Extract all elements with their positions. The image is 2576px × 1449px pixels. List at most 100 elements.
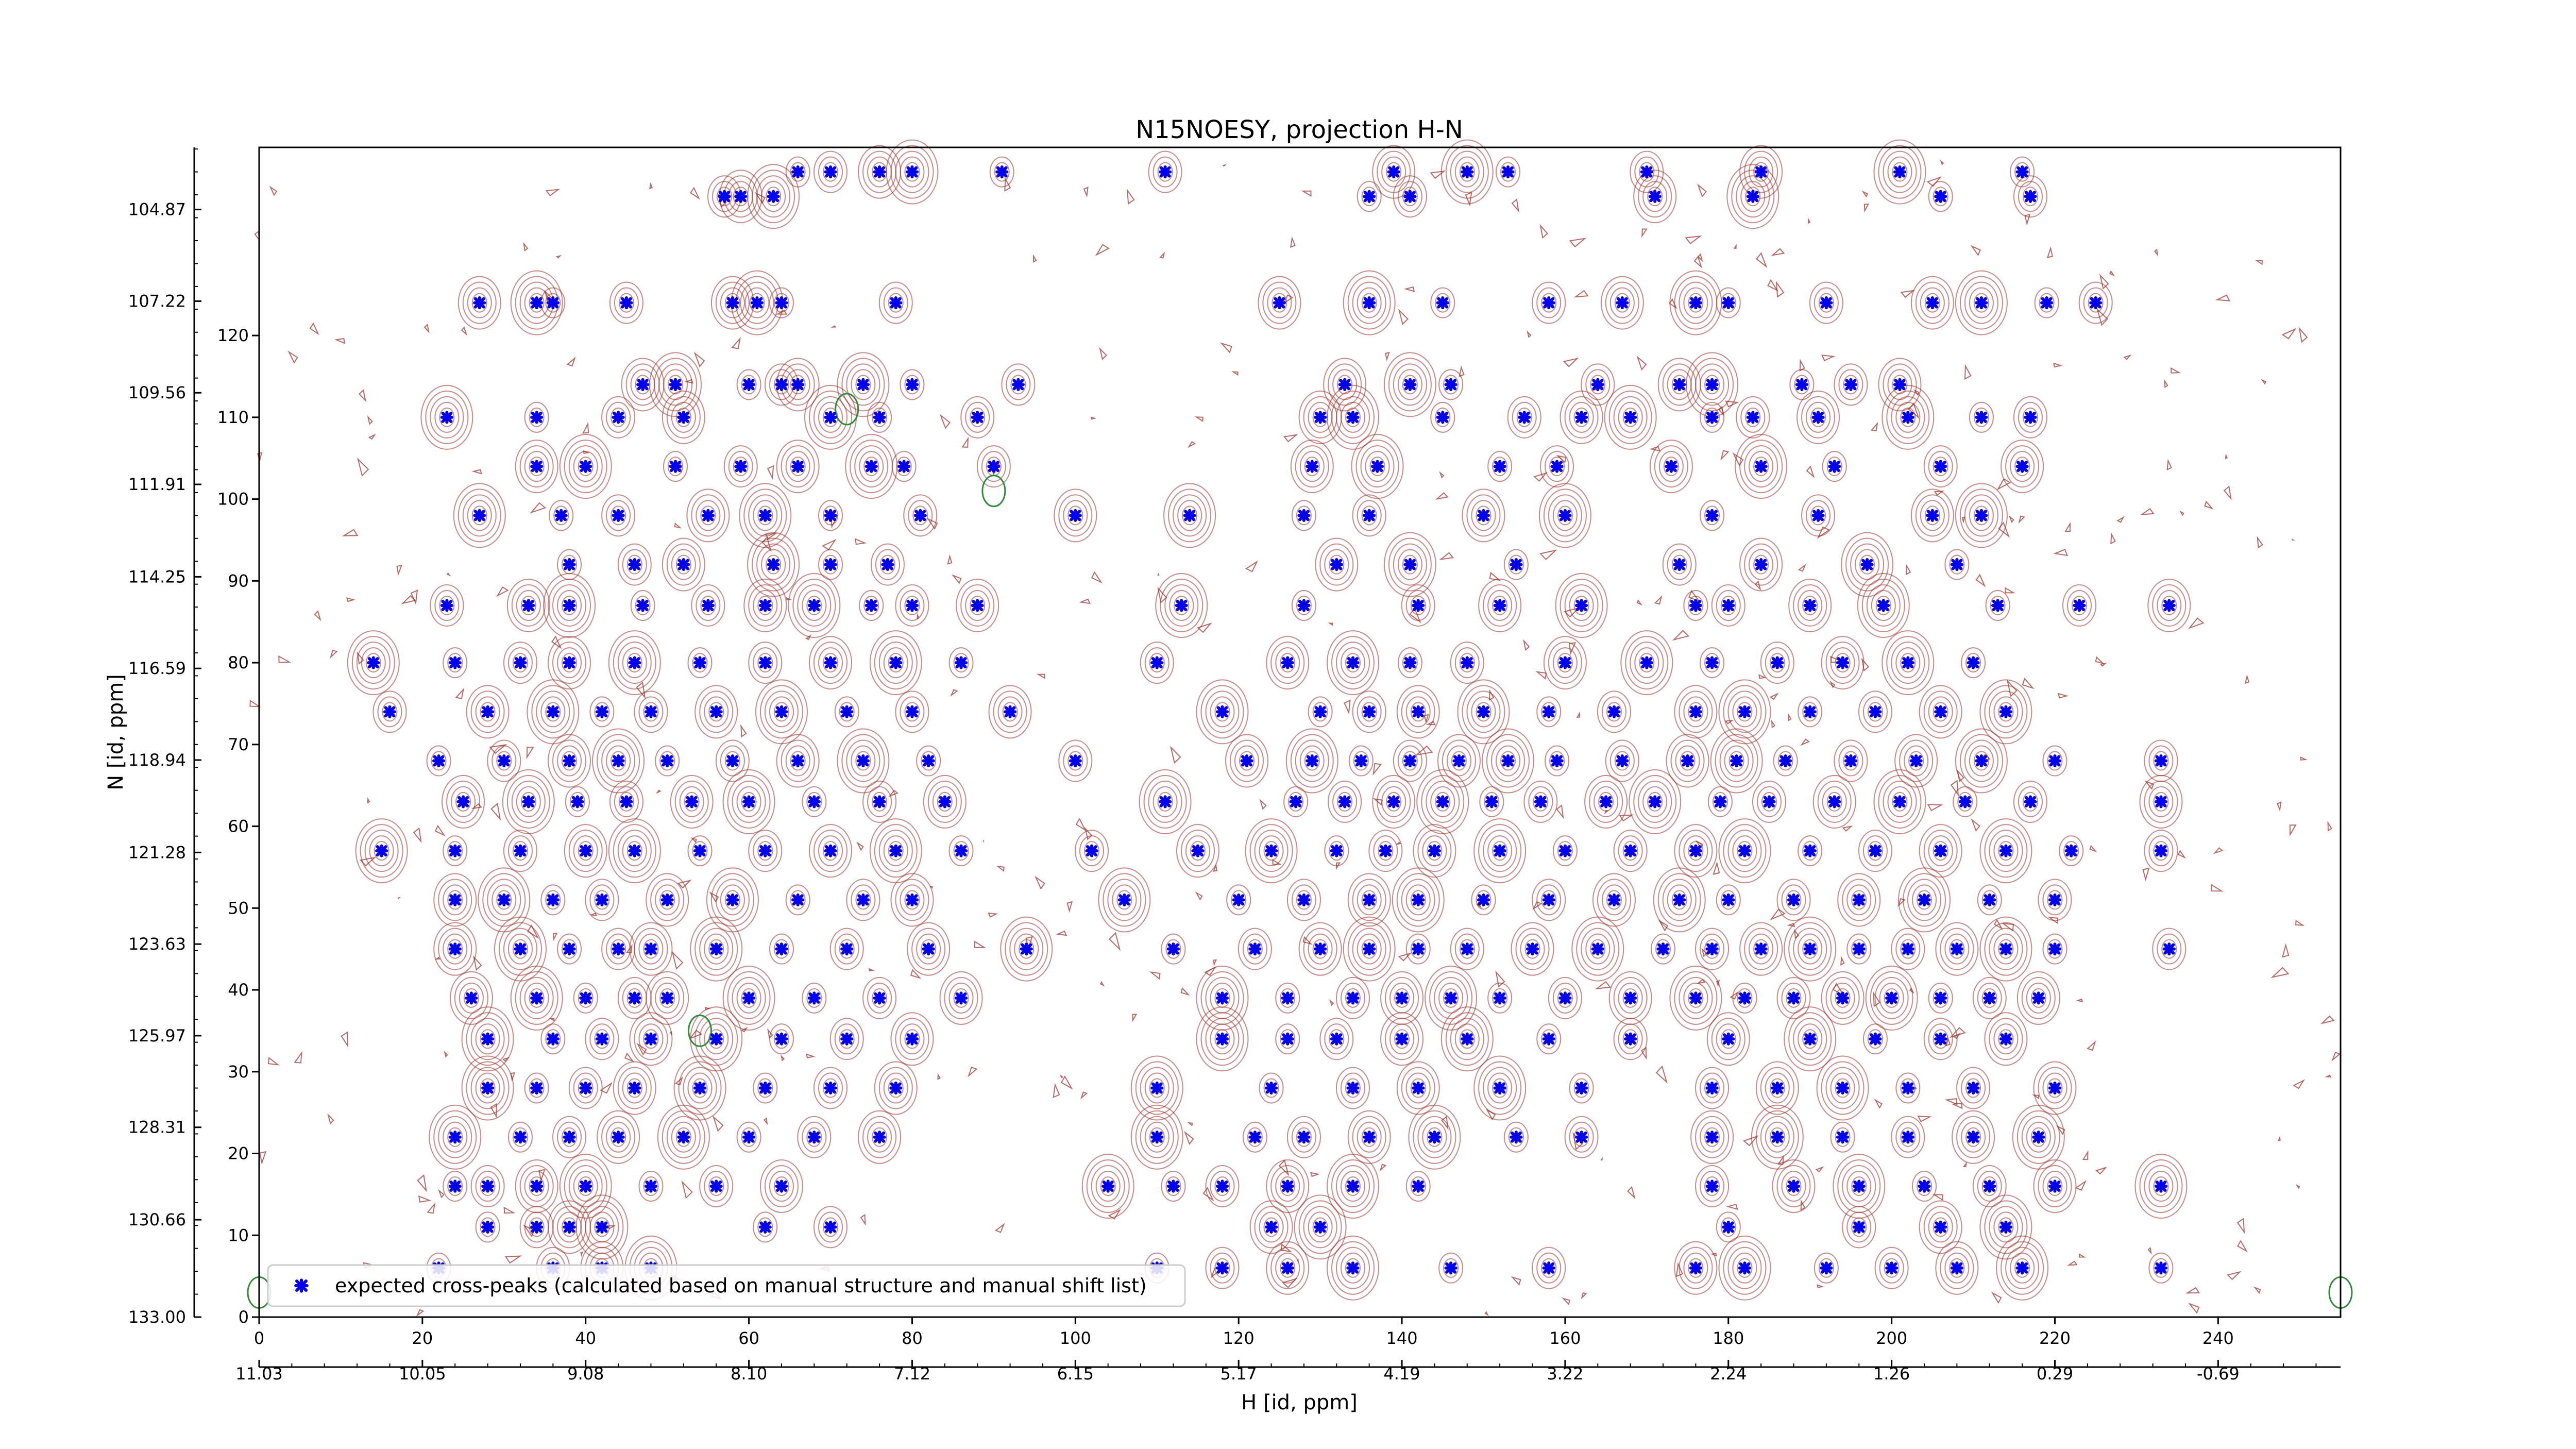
contour-ring xyxy=(2001,1241,2044,1295)
contour-ring xyxy=(1910,276,1954,330)
cross-peak-marker xyxy=(1983,893,1996,907)
noise-contour xyxy=(530,502,547,514)
cross-peak-marker xyxy=(1934,844,1947,857)
contour-ring xyxy=(1749,451,1774,482)
contour-ring xyxy=(480,1217,496,1237)
contour-ring xyxy=(568,1165,603,1208)
cross-peak-marker xyxy=(791,165,805,179)
cross-peak-marker xyxy=(1306,460,1319,473)
contour-ring xyxy=(666,1116,701,1158)
contour-ring xyxy=(1998,1217,2014,1237)
contour-ring xyxy=(1671,554,1687,575)
cross-peak-marker xyxy=(497,893,511,907)
contour-ring xyxy=(741,375,757,395)
cross-peak-marker xyxy=(1820,296,1833,310)
noise-contour xyxy=(1157,586,1167,604)
contour-ring xyxy=(837,728,890,794)
cross-peak-marker xyxy=(473,509,486,522)
cross-peak-marker xyxy=(2048,942,2062,956)
contour-ring xyxy=(2038,1165,2072,1208)
contour-ring xyxy=(1601,696,1626,728)
contour-ring xyxy=(1328,780,1362,823)
contour-ring xyxy=(1340,401,1365,433)
cross-peak-marker xyxy=(1403,558,1417,571)
cross-peak-marker xyxy=(1624,411,1637,424)
cross-peak-marker xyxy=(1403,656,1417,669)
contour-ring xyxy=(1430,287,1455,318)
contour-ring xyxy=(1445,1012,1489,1066)
contour-ring xyxy=(2038,879,2072,921)
contour-ring xyxy=(720,745,745,777)
contour-ring xyxy=(1476,890,1492,910)
contour-ring xyxy=(1417,830,1452,872)
noise-contour xyxy=(856,841,864,851)
noise-contour xyxy=(1669,298,1677,310)
contour-ring xyxy=(1148,150,1182,193)
contour-ring xyxy=(540,696,566,728)
contour-ring xyxy=(1067,506,1083,526)
contour-ring xyxy=(1536,1023,1562,1055)
cross-peak-marker xyxy=(440,599,453,612)
cross-peak-marker xyxy=(514,942,527,956)
contour-ring xyxy=(1667,884,1692,916)
contour-ring xyxy=(862,976,897,1019)
noise-contour xyxy=(523,1224,535,1237)
contour-ring xyxy=(454,976,488,1019)
contour-ring xyxy=(1760,1116,1794,1158)
contour-ring xyxy=(1478,824,1522,878)
cross-peak-marker xyxy=(660,754,674,768)
contour-ring xyxy=(748,584,783,627)
noise-contour xyxy=(267,1057,280,1066)
contour-ring xyxy=(1410,1078,1426,1098)
contour-ring xyxy=(753,1211,778,1243)
contour-ring xyxy=(1798,1023,1823,1055)
noise-contour xyxy=(2024,213,2031,226)
contour-ring xyxy=(1933,702,1948,722)
contour-ring xyxy=(2001,440,2044,494)
cross-peak-marker xyxy=(1999,844,2013,857)
cross-peak-marker xyxy=(1901,656,1914,669)
cross-peak-marker xyxy=(742,795,756,808)
noise-contour xyxy=(1091,571,1103,584)
cross-peak-marker xyxy=(1705,1180,1719,1193)
contour-ring xyxy=(1315,537,1359,592)
contour-ring xyxy=(1401,1067,1435,1109)
cross-peak-marker xyxy=(546,1032,560,1046)
noise-contour xyxy=(1336,862,1341,870)
contour-ring xyxy=(557,745,582,777)
contour-ring xyxy=(1345,1078,1361,1098)
contour-ring xyxy=(1058,739,1093,782)
cross-peak-marker xyxy=(554,509,568,522)
noise-contour xyxy=(1282,294,1294,305)
contour-ring xyxy=(1345,407,1361,427)
contour-ring xyxy=(438,928,472,970)
contour-ring xyxy=(1666,734,1709,788)
noise-contour xyxy=(427,1202,436,1214)
contour-ring xyxy=(759,685,803,739)
contour-ring xyxy=(447,841,463,861)
contour-ring xyxy=(1784,916,1837,982)
contour-ring xyxy=(785,884,810,916)
cross-peak-marker xyxy=(530,296,544,310)
cross-peak-marker xyxy=(701,599,715,612)
cross-peak-marker xyxy=(1950,558,1963,571)
contour-ring xyxy=(1091,1165,1125,1208)
contour-ring xyxy=(1266,1159,1310,1214)
contour-ring xyxy=(1483,1067,1517,1109)
cross-peak-marker xyxy=(693,844,707,857)
contour-ring xyxy=(1541,1258,1557,1278)
cross-peak-marker xyxy=(971,411,984,424)
contour-ring xyxy=(1331,1241,1375,1295)
contour-ring xyxy=(895,584,929,627)
contour-ring xyxy=(1949,939,1965,959)
contour-ring xyxy=(741,1127,757,1147)
cross-peak-marker xyxy=(1934,1220,1947,1234)
cross-peak-marker xyxy=(1722,1220,1735,1234)
contour-ring xyxy=(1410,595,1426,615)
noise-contour xyxy=(2018,515,2025,524)
noise-contour xyxy=(2123,354,2132,360)
contour-ring xyxy=(1959,488,2003,543)
contour-ring xyxy=(1647,187,1663,207)
cross-peak-marker xyxy=(775,296,788,310)
contour-ring xyxy=(700,506,716,526)
